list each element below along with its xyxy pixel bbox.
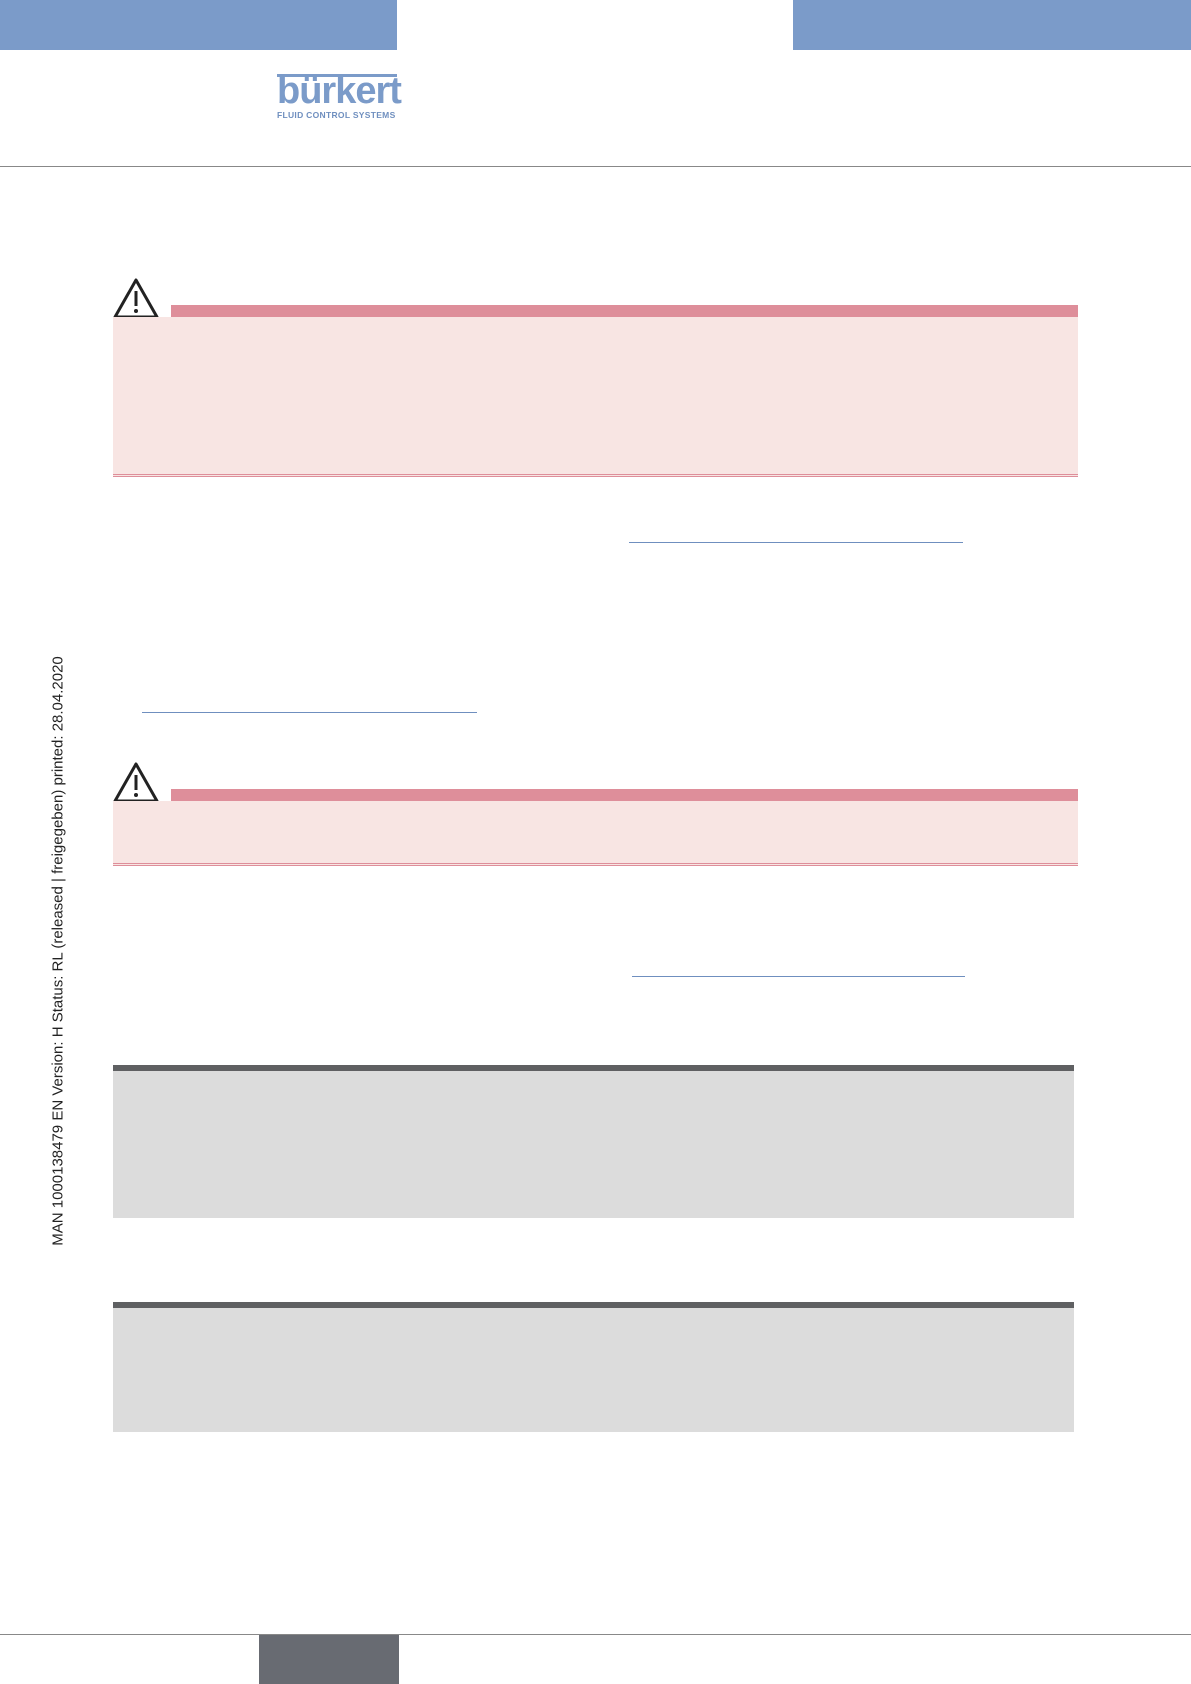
link[interactable] <box>142 712 477 713</box>
warning-bar <box>171 305 1078 317</box>
tagline: FLUID CONTROL SYSTEMS <box>277 110 396 120</box>
warning-icon <box>113 762 159 803</box>
note-box <box>113 1065 1074 1218</box>
warning-box <box>113 317 1078 477</box>
logo-rule <box>277 74 397 77</box>
logo: bürkert <box>277 70 402 112</box>
warning-icon <box>113 278 159 319</box>
top-bar-left <box>0 0 397 50</box>
top-bar-right <box>793 0 1191 50</box>
warning-bar <box>171 789 1078 801</box>
header-line <box>0 166 1191 167</box>
link[interactable] <box>629 542 963 543</box>
side-note: MAN 1000138479 EN Version: H Status: RL … <box>49 656 67 1246</box>
warning-box <box>113 801 1078 866</box>
footer-line <box>0 1634 1191 1635</box>
page-tab <box>259 1635 399 1684</box>
note-box <box>113 1302 1074 1432</box>
link[interactable] <box>632 976 965 977</box>
